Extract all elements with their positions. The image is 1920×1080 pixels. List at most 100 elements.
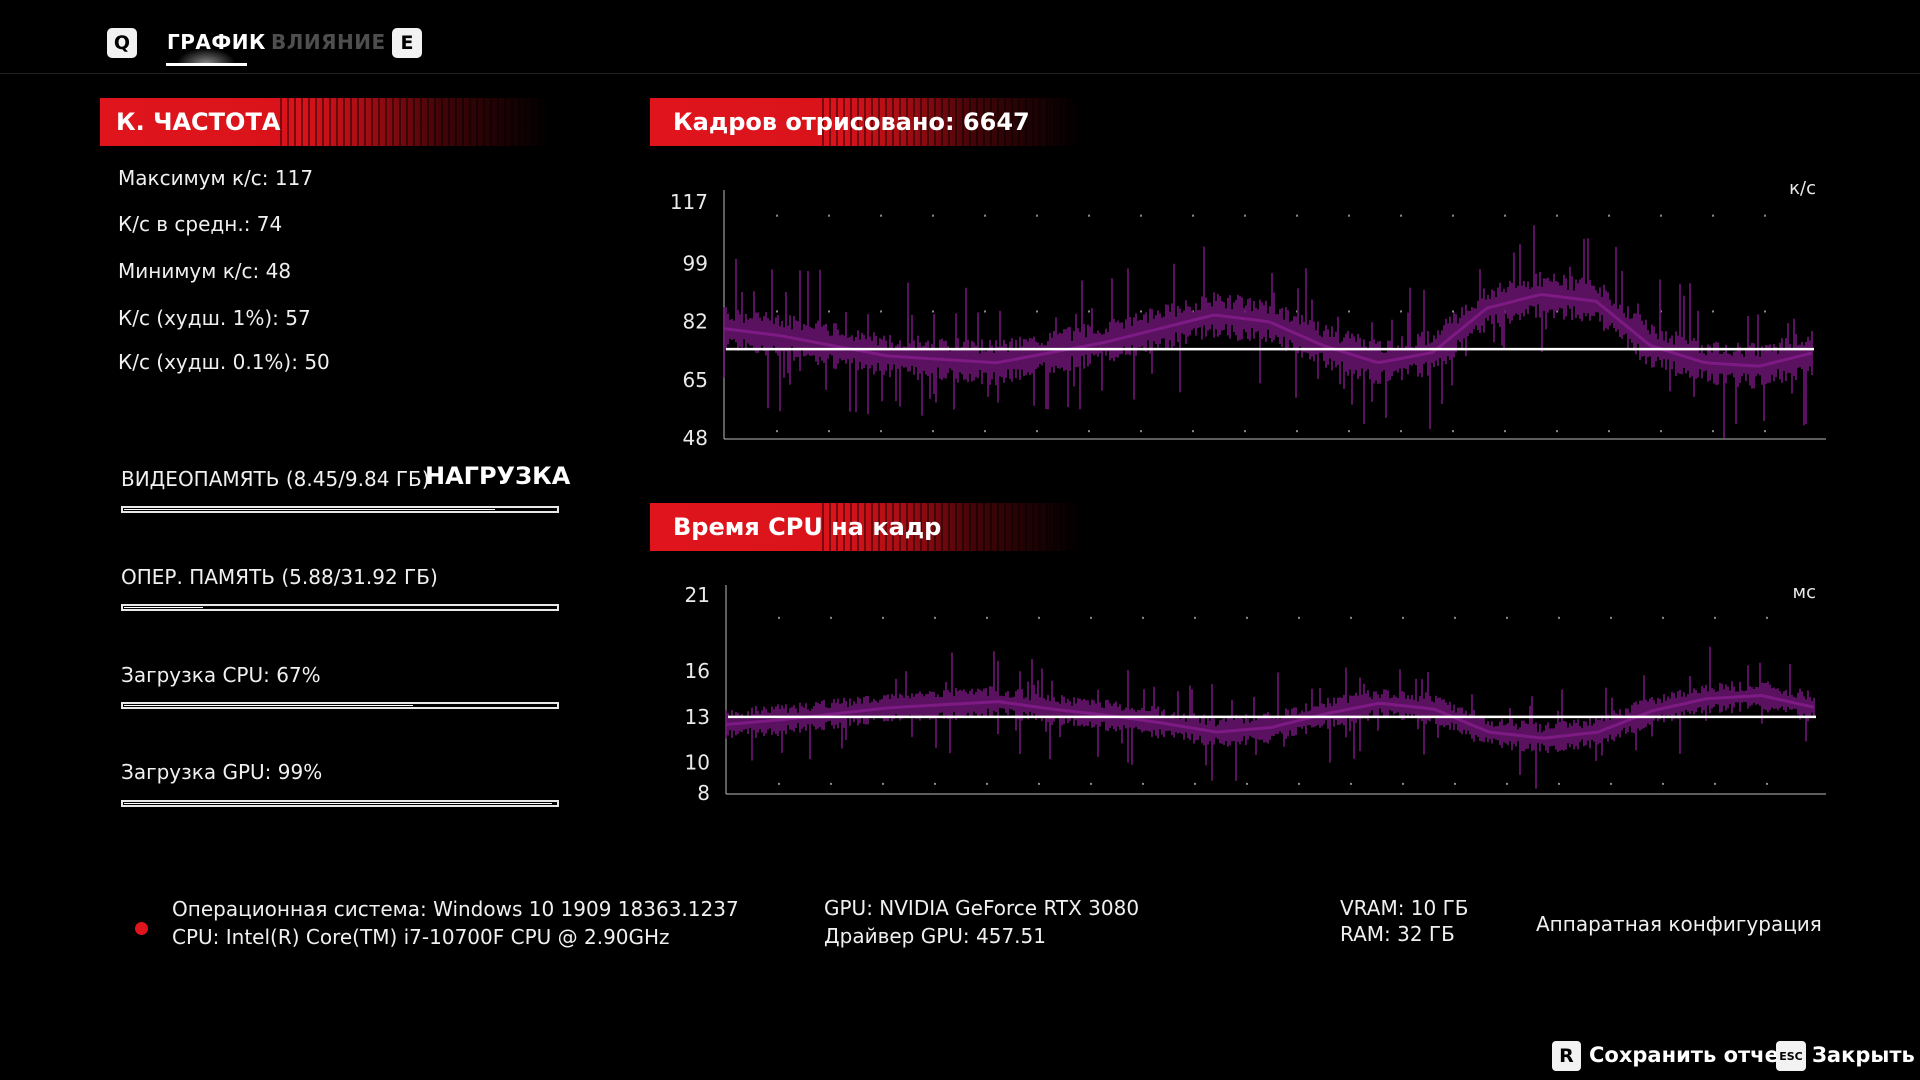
grid-dot [1296,430,1298,433]
os-info: Операционная система: Windows 10 1909 18… [172,897,739,921]
gpu-load-label: Загрузка GPU: 99% [121,760,323,784]
grid-dot [778,782,780,785]
grid-dot [1140,310,1142,313]
grid-dot [1348,430,1350,433]
y-tick-label: 21 [685,583,710,607]
grid-dot [830,782,832,785]
grid-dot [830,616,832,619]
vram-info: VRAM: 10 ГБ [1340,896,1469,920]
grid-dot [1036,430,1038,433]
grid-dot [1140,214,1142,217]
grid-dot [1036,214,1038,217]
series-line [725,694,1815,740]
grid-dot [932,310,934,313]
grid-dot [776,430,778,433]
tab-prev-key[interactable]: Q [107,28,137,58]
save-report-key[interactable]: R [1552,1041,1581,1071]
grid-dot [1660,214,1662,217]
grid-dot [1246,616,1248,619]
grid-dot [1452,430,1454,433]
grid-dot [1454,616,1456,619]
grid-dot [1712,214,1714,217]
y-tick-label: 16 [685,659,710,683]
grid-dot [1766,782,1768,785]
y-tick-label: 117 [670,190,708,214]
stat-min-fps: Минимум к/с: 48 [118,259,292,283]
grid-dot [1246,782,1248,785]
grid-dot [1504,214,1506,217]
cpu-info: CPU: Intel(R) Core(TM) i7-10700F CPU @ 2… [172,925,670,949]
close-button[interactable]: Закрыть [1812,1043,1915,1067]
grid-dot [880,214,882,217]
tab-active-underline [166,63,247,66]
series-line [723,293,1813,368]
y-tick-label: 10 [685,751,710,775]
grid-dot [932,214,934,217]
grid-dot [1036,310,1038,313]
grid-dot [1610,782,1612,785]
framerate-banner: К. ЧАСТОТА [100,98,550,146]
grid-dot [1142,616,1144,619]
tab-next-key[interactable]: E [392,28,422,58]
cpu-time-chart-banner: Время CPU на кадр [650,503,1080,551]
stat-1pct-low: К/с (худш. 1%): 57 [118,306,311,330]
tab-active-glow [176,48,236,64]
grid-dot [1402,782,1404,785]
grid-dot [1714,616,1716,619]
grid-dot [1556,430,1558,433]
grid-dot [1764,310,1766,313]
stat-avg-fps: К/с в средн.: 74 [118,212,283,236]
fps-chart-banner: Кадров отрисовано: 6647 [650,98,1080,146]
gpu-info: GPU: NVIDIA GeForce RTX 3080 [824,896,1140,920]
grid-dot [1348,214,1350,217]
y-tick-label: 82 [683,310,708,334]
grid-dot [1296,214,1298,217]
grid-dot [880,430,882,433]
grid-dot [1348,310,1350,313]
grid-dot [1712,430,1714,433]
grid-dot [1402,616,1404,619]
hardware-config-link[interactable]: Аппаратная конфигурация [1536,912,1822,936]
fps-chart-title: Кадров отрисовано: 6647 [673,108,1030,136]
fps-chart: 117 99 82 65 48 к/с [670,178,1826,450]
grid-dot [1350,782,1352,785]
grid-dot [828,310,830,313]
grid-dot [1764,214,1766,217]
ram-info: RAM: 32 ГБ [1340,922,1455,946]
grid-dot [1558,782,1560,785]
stat-01pct-low: К/с (худш. 0.1%): 50 [118,350,330,374]
gpu-load-bar [121,800,559,807]
vram-usage-fill [124,509,495,510]
grid-dot [1660,430,1662,433]
cpu-load-label: Загрузка CPU: 67% [121,663,321,687]
series-noise [723,225,1813,438]
save-report-button[interactable]: Сохранить отчет [1589,1043,1792,1067]
tab-bar: Q ГРАФИК ВЛИЯНИЕ E [0,0,1920,74]
tab-impact[interactable]: ВЛИЯНИЕ [271,30,386,54]
grid-dot [778,616,780,619]
stat-max-fps: Максимум к/с: 117 [118,166,314,190]
grid-dot [882,782,884,785]
grid-dot [1400,214,1402,217]
grid-dot [1662,782,1664,785]
grid-dot [1088,214,1090,217]
grid-dot [882,616,884,619]
grid-dot [1244,430,1246,433]
series-noise [725,646,1815,789]
y-tick-label: 48 [683,426,708,450]
cpu-load-bar [121,702,559,709]
load-title: НАГРУЗКА [425,462,571,490]
grid-dot [1452,310,1454,313]
framerate-title: К. ЧАСТОТА [116,108,281,136]
gpu-driver-info: Драйвер GPU: 457.51 [824,924,1046,948]
status-dot [135,922,148,935]
gpu-load-fill [124,803,552,804]
grid-dot [1506,616,1508,619]
y-tick-label: 13 [685,705,710,729]
ram-usage-label: ОПЕР. ПАМЯТЬ (5.88/31.92 ГБ) [121,565,438,589]
grid-dot [1610,616,1612,619]
cpu-time-chart-title: Время CPU на кадр [673,513,942,541]
close-key[interactable]: ESC [1776,1041,1806,1071]
grid-dot [1504,430,1506,433]
grid-dot [1038,782,1040,785]
